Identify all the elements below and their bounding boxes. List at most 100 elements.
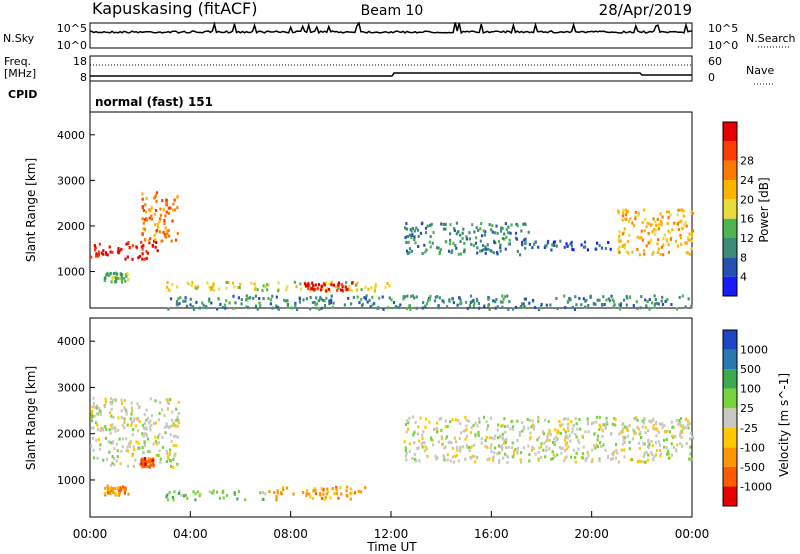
power-cell [408, 247, 412, 251]
power-cell [404, 226, 407, 230]
power-cell [637, 211, 640, 215]
velocity-cell [551, 450, 554, 454]
power-cell [494, 306, 497, 310]
velocity-cell [449, 459, 452, 463]
velocity-cell [166, 424, 169, 428]
velocity-cell [104, 436, 107, 440]
velocity-cell [539, 455, 543, 459]
velocity-cell [631, 458, 634, 462]
power-cell [660, 245, 663, 249]
velocity-cell [652, 458, 655, 462]
velocity-cell [682, 427, 685, 430]
power-cell [437, 304, 440, 308]
velocity-cell [92, 402, 95, 406]
power-cell [534, 240, 537, 244]
velocity-cell [445, 435, 449, 439]
power-cell [386, 282, 389, 286]
power-cell [492, 299, 495, 303]
velocity-cell [92, 448, 95, 452]
power-cell [144, 210, 148, 214]
power-cell [286, 303, 289, 306]
velocity-cell [143, 440, 146, 444]
velocity-cell [155, 453, 158, 457]
velocity-cell [464, 429, 467, 432]
power-cell [368, 298, 371, 302]
velocity-cell [194, 492, 197, 496]
power-cell [167, 211, 171, 215]
power-cell [294, 303, 297, 307]
power-cell [468, 304, 472, 308]
velocity-cell [314, 488, 317, 492]
power-cell [618, 250, 621, 254]
power-cell [189, 297, 192, 301]
power-cell [507, 242, 510, 246]
power-cell [477, 302, 480, 305]
power-cell [153, 239, 156, 243]
velocity-cell [501, 445, 504, 449]
power-cell [470, 242, 473, 246]
power-cell [679, 208, 682, 212]
power-cell [141, 197, 144, 201]
power-cell [168, 289, 171, 293]
velocity-cell [559, 424, 562, 428]
velocity-cell [314, 492, 318, 496]
power-cell [143, 227, 147, 231]
velocity-cell [404, 446, 407, 450]
power-cell [411, 234, 414, 237]
velocity-cell [521, 429, 524, 433]
power-cell [458, 296, 461, 300]
velocity-cell [112, 491, 115, 495]
velocity-ylabel: Slant Range [km] [24, 366, 38, 470]
velocity-cell [577, 447, 580, 451]
power-cell [344, 285, 347, 289]
beam-title: Beam 10 [361, 3, 424, 19]
velocity-cell [576, 427, 579, 431]
power-cell [177, 297, 180, 301]
power-cell [663, 233, 666, 237]
power-cell [685, 251, 688, 255]
velocity-cell [424, 426, 427, 429]
power-cell [328, 299, 331, 303]
power-cell [628, 233, 631, 237]
power-cell [507, 225, 510, 229]
power-cell [219, 302, 222, 306]
velocity-cell [547, 420, 550, 424]
velocity-cell [503, 439, 506, 443]
velocity-cell [159, 401, 162, 405]
velocity-cell [655, 449, 659, 453]
velocity-cell [411, 456, 414, 460]
velocity-cell [91, 419, 94, 423]
power-cell [544, 244, 547, 248]
power-cell [312, 287, 315, 291]
velocity-cell [140, 462, 143, 466]
power-cell [524, 237, 527, 241]
velocity-cell [504, 440, 507, 444]
power-cell [455, 246, 458, 250]
power-cell [676, 244, 680, 248]
power-cell [381, 295, 384, 299]
power-cell [465, 235, 468, 239]
power-cell [156, 249, 159, 253]
velocity-cell [676, 443, 679, 447]
power-cell [332, 301, 335, 305]
velocity-cell [457, 419, 460, 423]
velocity-cell [92, 456, 96, 460]
velocity-cell [165, 495, 168, 499]
power-cell [484, 230, 487, 234]
power-cell [176, 285, 179, 289]
power-cell [424, 250, 427, 254]
power-cell [632, 304, 635, 308]
velocity-cell [320, 496, 324, 500]
power-cell [408, 304, 411, 308]
velocity-cell [560, 447, 563, 450]
power-cell [208, 297, 211, 301]
power-cell [650, 223, 653, 227]
power-cell [185, 304, 189, 308]
velocity-cell [688, 437, 692, 441]
power-cell [408, 251, 411, 255]
velocity-cell [177, 492, 181, 495]
velocity-cell [302, 491, 305, 494]
velocity-cell [166, 451, 169, 455]
power-cell [662, 237, 665, 241]
velocity-cell [138, 405, 141, 409]
